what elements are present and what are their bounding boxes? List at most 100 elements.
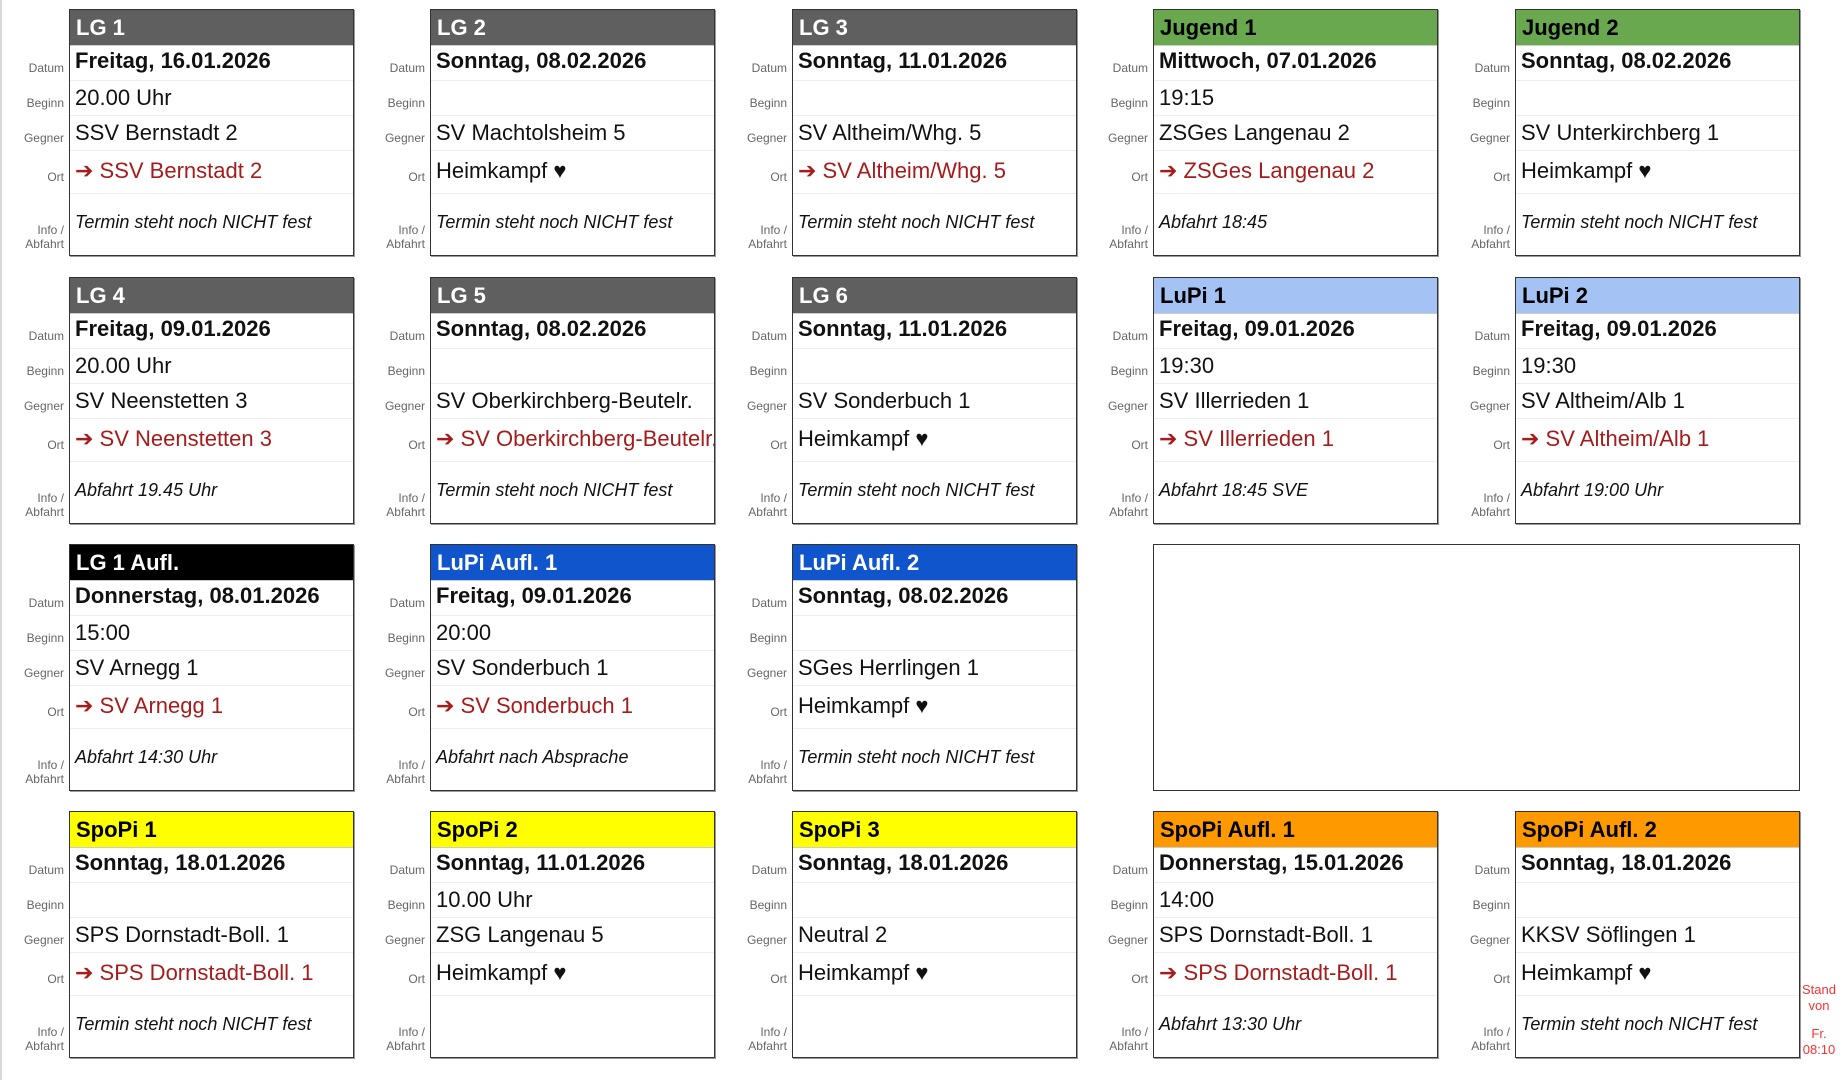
match-date: Sonntag, 08.02.2026 <box>1516 46 1799 81</box>
match-card: LG 3 Sonntag, 11.01.2026 SV Altheim/Whg. 5… <box>792 9 1077 256</box>
left-divider <box>0 0 2 1080</box>
match-card: LG 2 Sonntag, 08.02.2026 SV Machtolsheim 5… <box>430 9 715 256</box>
match-time: 19:30 <box>1154 349 1437 384</box>
label-ort: Ort <box>770 705 787 719</box>
label-datum: Datum <box>389 329 425 343</box>
label-gegner: Gegner <box>746 399 787 413</box>
label-ort: Ort <box>770 438 787 452</box>
stand-von: von <box>1808 998 1830 1013</box>
label-gegner: Gegner <box>384 666 425 680</box>
venue: ➔ SSV Bernstadt 2 <box>70 151 353 194</box>
match-card: LuPi Aufl. 1 Freitag, 09.01.2026 20:00 SV S… <box>430 544 715 791</box>
venue: ➔ SPS Dornstadt-Boll. 1 <box>1154 953 1437 996</box>
label-ort: Ort <box>47 705 64 719</box>
label-gegner: Gegner <box>1469 131 1510 145</box>
label-beginn: Beginn <box>387 96 425 110</box>
label-beginn: Beginn <box>749 364 787 378</box>
label-gegner: Gegner <box>1107 399 1148 413</box>
team-slot: Datum Beginn Gegner Ort Info / Abfahrt SpoPi 3… <box>723 811 1084 1058</box>
info-departure: Abfahrt 13:30 Uhr <box>1159 1014 1302 1034</box>
info-departure: Termin steht noch NICHT fest <box>798 212 1035 232</box>
label-datum: Datum <box>28 863 64 877</box>
match-date: Sonntag, 08.02.2026 <box>793 581 1076 616</box>
team-header: LG 2 <box>431 10 714 46</box>
label-abfahrt: Abfahrt <box>1471 237 1510 251</box>
label-datum: Datum <box>751 596 787 610</box>
match-time: 20.00 Uhr <box>70 81 353 116</box>
team-slot: Datum Beginn Gegner Ort Info / Abfahrt SpoPi 2… <box>361 811 722 1058</box>
info-departure <box>431 996 714 1056</box>
info-departure: Abfahrt nach Absprache <box>436 747 629 767</box>
label-datum: Datum <box>389 863 425 877</box>
label-ort: Ort <box>408 705 425 719</box>
label-gegner: Gegner <box>746 666 787 680</box>
label-ort: Ort <box>47 438 64 452</box>
opponent: SV Arnegg 1 <box>70 651 353 686</box>
venue: Heimkampf ♥ <box>431 151 714 194</box>
label-info: Info / <box>398 223 425 237</box>
label-info: Info / <box>37 491 64 505</box>
label-beginn: Beginn <box>1110 96 1148 110</box>
label-datum: Datum <box>389 61 425 75</box>
match-card: LG 6 Sonntag, 11.01.2026 SV Sonderbuch 1 He… <box>792 277 1077 524</box>
label-datum: Datum <box>751 863 787 877</box>
info-departure: Termin steht noch NICHT fest <box>798 747 1035 767</box>
label-beginn: Beginn <box>26 898 64 912</box>
label-info: Info / <box>1121 1025 1148 1039</box>
label-gegner: Gegner <box>1107 131 1148 145</box>
team-header: LG 1 Aufl. <box>70 545 353 581</box>
team-header: LG 6 <box>793 278 1076 314</box>
team-header: SpoPi 1 <box>70 812 353 848</box>
match-time: 15:00 <box>70 616 353 651</box>
label-abfahrt: Abfahrt <box>1109 237 1148 251</box>
team-slot: Datum Beginn Gegner Ort Info / Abfahrt LuPi Au… <box>723 544 1084 791</box>
team-slot: Datum Beginn Gegner Ort Info / Abfahrt SpoPi A… <box>1084 811 1445 1058</box>
label-beginn: Beginn <box>387 364 425 378</box>
team-slot: Datum Beginn Gegner Ort Info / Abfahrt LG 1 Au… <box>0 544 361 791</box>
label-gegner: Gegner <box>384 399 425 413</box>
label-beginn: Beginn <box>1110 898 1148 912</box>
label-beginn: Beginn <box>749 631 787 645</box>
match-date: Sonntag, 11.01.2026 <box>793 314 1076 349</box>
label-abfahrt: Abfahrt <box>25 772 64 786</box>
label-info: Info / <box>760 491 787 505</box>
match-date: Freitag, 09.01.2026 <box>1154 314 1437 349</box>
match-time: 19:30 <box>1516 349 1799 384</box>
match-time: 19:15 <box>1154 81 1437 116</box>
info-departure: Abfahrt 18:45 SVE <box>1159 480 1309 500</box>
label-info: Info / <box>37 1025 64 1039</box>
label-datum: Datum <box>1112 329 1148 343</box>
match-time <box>793 81 1076 116</box>
team-slot: Datum Beginn Gegner Ort Info / Abfahrt SpoPi 1… <box>0 811 361 1058</box>
label-beginn: Beginn <box>387 898 425 912</box>
info-departure: Termin steht noch NICHT fest <box>798 480 1035 500</box>
match-card: SpoPi Aufl. 2 Sonntag, 18.01.2026 KKSV Söf… <box>1515 811 1800 1058</box>
team-slot: Datum Beginn Gegner Ort Info / Abfahrt LG 6 Son… <box>723 277 1084 524</box>
match-card: LuPi 2 Freitag, 09.01.2026 19:30 SV Altheim… <box>1515 277 1800 524</box>
label-gegner: Gegner <box>746 933 787 947</box>
team-header: SpoPi Aufl. 1 <box>1154 812 1437 848</box>
match-card: LuPi Aufl. 2 Sonntag, 08.02.2026 SGes Herr… <box>792 544 1077 791</box>
team-slot: Datum Beginn Gegner Ort Info / Abfahrt Jugend … <box>1084 9 1445 256</box>
match-date: Sonntag, 08.02.2026 <box>431 46 714 81</box>
venue: Heimkampf ♥ <box>431 953 714 996</box>
venue: ➔ SV Neenstetten 3 <box>70 419 353 462</box>
empty-panel <box>1153 544 1800 791</box>
label-beginn: Beginn <box>1110 364 1148 378</box>
label-info: Info / <box>37 223 64 237</box>
label-beginn: Beginn <box>1472 898 1510 912</box>
last-updated: Stand von Fr. 08:10 <box>1796 982 1842 1058</box>
label-gegner: Gegner <box>1469 399 1510 413</box>
label-ort: Ort <box>47 170 64 184</box>
label-ort: Ort <box>408 438 425 452</box>
match-date: Sonntag, 18.01.2026 <box>793 848 1076 883</box>
stand-time: 08:10 <box>1802 1042 1836 1057</box>
team-slot: Datum Beginn Gegner Ort Info / Abfahrt LG 3 Son… <box>723 9 1084 256</box>
venue: ➔ SV Altheim/Whg. 5 <box>793 151 1076 194</box>
match-date: Sonntag, 11.01.2026 <box>793 46 1076 81</box>
opponent: SV Machtolsheim 5 <box>431 116 714 151</box>
label-beginn: Beginn <box>1472 364 1510 378</box>
label-info: Info / <box>398 491 425 505</box>
label-gegner: Gegner <box>1107 933 1148 947</box>
